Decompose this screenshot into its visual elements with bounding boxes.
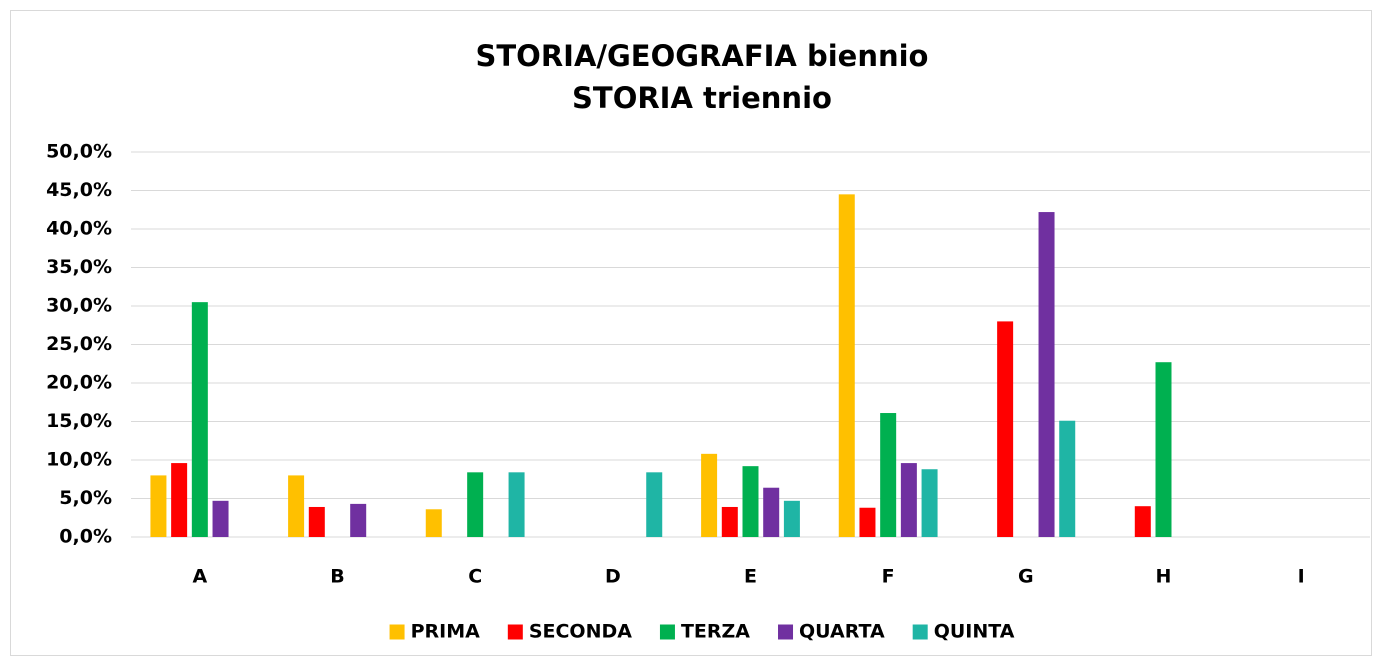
x-tick-label: I: [1298, 566, 1305, 588]
bar: [171, 463, 188, 537]
bar: [997, 321, 1014, 537]
legend-swatch: [778, 624, 794, 640]
y-tick-label: 15,0%: [46, 410, 112, 432]
bar: [838, 194, 855, 537]
y-tick-label: 30,0%: [46, 295, 112, 317]
x-tick-label: E: [744, 566, 757, 588]
y-tick-label: 0,0%: [59, 526, 112, 548]
bar: [701, 453, 718, 537]
bar: [1059, 420, 1076, 537]
bar: [508, 472, 525, 537]
y-tick-label: 50,0%: [46, 141, 112, 163]
bar: [425, 509, 442, 537]
legend-label: QUINTA: [934, 621, 1015, 643]
legend-label: TERZA: [681, 621, 750, 643]
x-tick-label: C: [468, 566, 482, 588]
x-tick-label: A: [192, 566, 207, 588]
x-tick-label: H: [1156, 566, 1172, 588]
bar: [212, 500, 229, 537]
legend-swatch: [389, 624, 405, 640]
bar: [900, 463, 917, 537]
legend-swatch: [912, 624, 928, 640]
legend-swatch: [659, 624, 675, 640]
chart-title: STORIA triennio: [572, 81, 832, 115]
y-tick-label: 35,0%: [46, 256, 112, 278]
bar: [350, 503, 367, 537]
chart-title: STORIA/GEOGRAFIA biennio: [476, 39, 929, 73]
bar: [191, 302, 208, 537]
bar: [1155, 362, 1172, 537]
legend-label: PRIMA: [411, 621, 481, 643]
y-tick-label: 25,0%: [46, 333, 112, 355]
bar: [880, 413, 897, 537]
bar: [150, 475, 167, 537]
x-tick-label: G: [1018, 566, 1034, 588]
bar: [859, 507, 876, 537]
bar: [742, 466, 759, 537]
y-tick-label: 20,0%: [46, 372, 112, 394]
bar: [467, 472, 484, 537]
bar: [721, 506, 738, 537]
bar: [921, 469, 938, 537]
bar: [288, 475, 305, 537]
bar: [1038, 212, 1055, 537]
bar: [646, 472, 663, 537]
x-tick-label: B: [330, 566, 344, 588]
y-tick-label: 5,0%: [59, 487, 112, 509]
bar: [783, 500, 800, 537]
bar: [1134, 506, 1151, 537]
legend-label: QUARTA: [799, 621, 885, 643]
bar: [308, 506, 325, 537]
bar: [763, 487, 780, 537]
y-tick-label: 45,0%: [46, 179, 112, 201]
y-tick-label: 40,0%: [46, 218, 112, 240]
legend-swatch: [507, 624, 523, 640]
x-tick-label: D: [605, 566, 621, 588]
y-tick-label: 10,0%: [46, 449, 112, 471]
legend-label: SECONDA: [529, 621, 632, 643]
chart-frame: [10, 10, 1372, 656]
x-tick-label: F: [882, 566, 895, 588]
